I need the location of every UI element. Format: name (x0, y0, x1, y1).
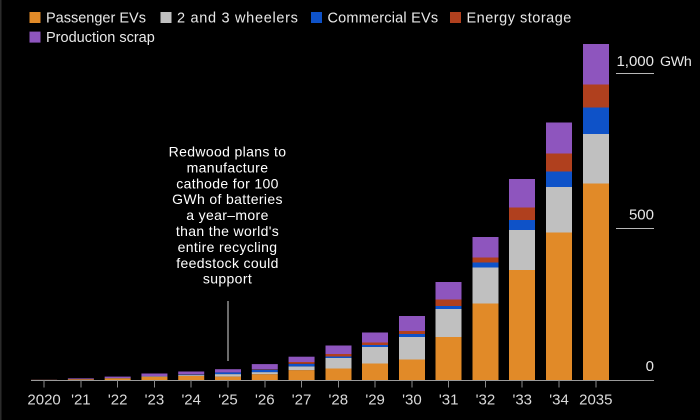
svg-text:'28: '28 (329, 392, 349, 409)
svg-text:entire recycling: entire recycling (178, 239, 278, 255)
svg-text:'30: '30 (402, 392, 422, 409)
svg-text:0: 0 (646, 358, 654, 375)
svg-text:Energy storage: Energy storage (467, 11, 572, 27)
svg-text:cathode for 100: cathode for 100 (176, 175, 279, 191)
svg-text:'31: '31 (439, 392, 459, 409)
svg-text:2 and 3 wheelers: 2 and 3 wheelers (177, 11, 299, 27)
svg-text:'32: '32 (476, 392, 496, 409)
svg-text:2035: 2035 (579, 392, 612, 409)
svg-text:GWh: GWh (660, 54, 691, 70)
svg-text:'25: '25 (218, 392, 238, 409)
svg-text:'26: '26 (255, 392, 275, 409)
svg-text:Redwood plans to: Redwood plans to (169, 144, 287, 160)
svg-text:'27: '27 (292, 392, 312, 409)
svg-text:manufacture: manufacture (187, 159, 269, 175)
svg-text:feedstock could: feedstock could (176, 255, 279, 271)
svg-text:2020: 2020 (27, 392, 60, 409)
svg-text:'33: '33 (512, 392, 532, 409)
svg-text:than the world's: than the world's (176, 223, 279, 239)
svg-text:support: support (203, 271, 252, 287)
svg-text:'29: '29 (365, 392, 385, 409)
svg-text:1,000: 1,000 (616, 53, 654, 70)
svg-text:Production scrap: Production scrap (46, 30, 155, 46)
svg-text:'22: '22 (108, 392, 128, 409)
svg-text:'23: '23 (145, 392, 165, 409)
svg-text:a year–more: a year–more (186, 207, 268, 223)
svg-text:Commercial EVs: Commercial EVs (328, 11, 439, 27)
svg-text:GWh of batteries: GWh of batteries (172, 191, 283, 207)
svg-text:'34: '34 (549, 392, 569, 409)
svg-text:'21: '21 (71, 392, 91, 409)
svg-text:500: 500 (629, 207, 654, 224)
svg-text:Passenger EVs: Passenger EVs (46, 11, 146, 27)
svg-text:'24: '24 (181, 392, 201, 409)
